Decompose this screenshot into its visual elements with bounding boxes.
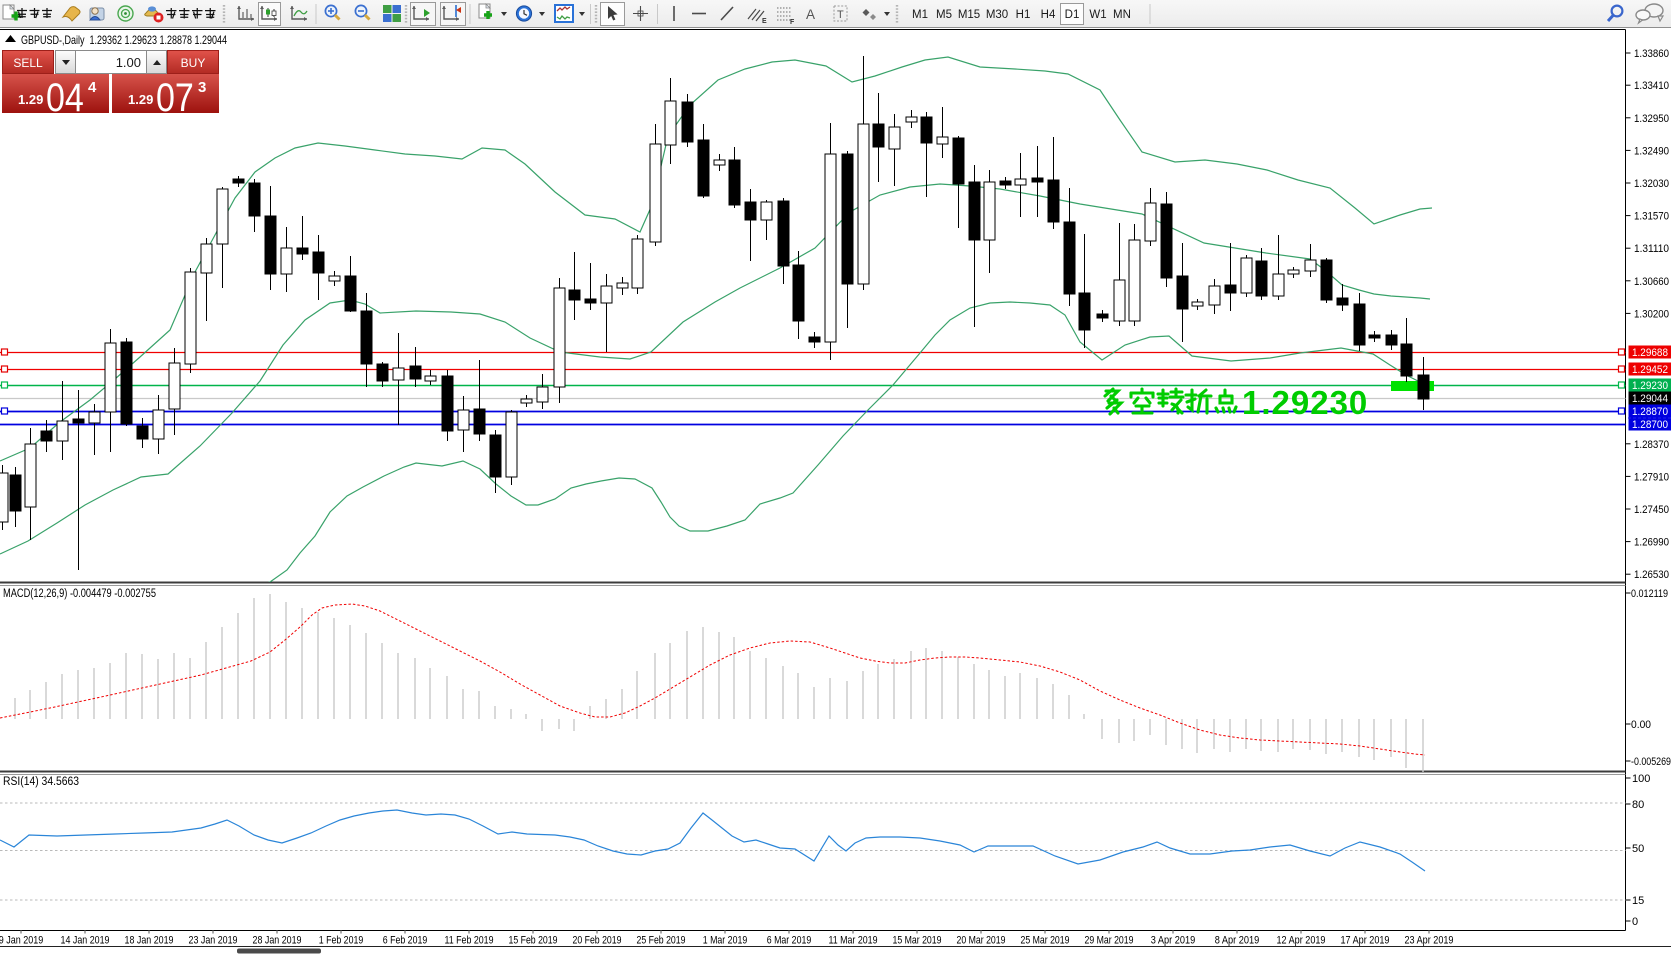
svg-text:1.26990: 1.26990 <box>1634 537 1669 549</box>
svg-text:-0.005269: -0.005269 <box>1631 756 1671 768</box>
svg-text:D1: D1 <box>1065 9 1080 21</box>
svg-text:6 Mar 2019: 6 Mar 2019 <box>767 935 812 947</box>
svg-text:0.00: 0.00 <box>1631 719 1651 731</box>
svg-text:23 Jan 2019: 23 Jan 2019 <box>189 935 238 947</box>
svg-text:0.012119: 0.012119 <box>1631 588 1668 600</box>
svg-text:1.33860: 1.33860 <box>1634 48 1669 60</box>
svg-text:1.33410: 1.33410 <box>1634 80 1669 92</box>
svg-text:H4: H4 <box>1041 9 1056 21</box>
svg-text:29 Mar 2019: 29 Mar 2019 <box>1085 935 1134 947</box>
svg-text:15 Feb 2019: 15 Feb 2019 <box>509 935 558 947</box>
svg-text:14 Jan 2019: 14 Jan 2019 <box>61 935 110 947</box>
svg-text:T: T <box>837 9 844 21</box>
svg-text:GBPUSD-,Daily 1.29362 1.29623: GBPUSD-,Daily 1.29362 1.29623 1.28878 1.… <box>21 33 227 47</box>
svg-text:1.30660: 1.30660 <box>1634 276 1669 288</box>
svg-text:100: 100 <box>1632 773 1650 785</box>
svg-text:11 Mar 2019: 11 Mar 2019 <box>829 935 878 947</box>
svg-text:1.27450: 1.27450 <box>1634 504 1669 516</box>
svg-text:50: 50 <box>1632 843 1644 855</box>
svg-text:1.29452: 1.29452 <box>1632 364 1668 376</box>
svg-text:1 Feb 2019: 1 Feb 2019 <box>319 935 364 947</box>
svg-text:80: 80 <box>1632 799 1644 811</box>
svg-text:11 Feb 2019: 11 Feb 2019 <box>445 935 494 947</box>
svg-text:1 Mar 2019: 1 Mar 2019 <box>703 935 748 947</box>
svg-text:1.31570: 1.31570 <box>1634 211 1669 223</box>
svg-text:A: A <box>806 7 815 22</box>
svg-text:15 Mar 2019: 15 Mar 2019 <box>893 935 942 947</box>
svg-text:1.32030: 1.32030 <box>1634 178 1669 190</box>
svg-text:F: F <box>790 19 795 26</box>
svg-text:20 Feb 2019: 20 Feb 2019 <box>573 935 622 947</box>
svg-text:1.29044: 1.29044 <box>1632 393 1668 405</box>
svg-text:M15: M15 <box>958 9 980 21</box>
svg-text:28 Jan 2019: 28 Jan 2019 <box>253 935 302 947</box>
svg-text:20 Mar 2019: 20 Mar 2019 <box>957 935 1006 947</box>
svg-text:3 Apr 2019: 3 Apr 2019 <box>1151 935 1196 947</box>
svg-text:6 Feb 2019: 6 Feb 2019 <box>383 935 428 947</box>
svg-text:MACD(12,26,9) -0.004479 -0.002: MACD(12,26,9) -0.004479 -0.002755 <box>3 588 156 600</box>
svg-text:M1: M1 <box>912 9 928 21</box>
svg-text:23 Apr 2019: 23 Apr 2019 <box>1405 935 1454 947</box>
svg-text:25 Feb 2019: 25 Feb 2019 <box>637 935 686 947</box>
svg-text:W1: W1 <box>1089 9 1106 21</box>
svg-text:1.31110: 1.31110 <box>1634 243 1669 255</box>
svg-text:E: E <box>762 18 767 25</box>
svg-text:8 Apr 2019: 8 Apr 2019 <box>1215 935 1260 947</box>
svg-text:1.27910: 1.27910 <box>1634 471 1669 483</box>
svg-text:12 Apr 2019: 12 Apr 2019 <box>1277 935 1326 947</box>
svg-text:1.32950: 1.32950 <box>1634 113 1669 125</box>
svg-text:1.28700: 1.28700 <box>1632 419 1668 431</box>
svg-text:1.28370: 1.28370 <box>1634 439 1669 451</box>
svg-text:RSI(14) 34.5663: RSI(14) 34.5663 <box>3 776 79 788</box>
svg-text:1.28870: 1.28870 <box>1632 406 1668 418</box>
svg-text:17 Apr 2019: 17 Apr 2019 <box>1341 935 1390 947</box>
svg-text:1.32490: 1.32490 <box>1634 145 1669 157</box>
svg-text:25 Mar 2019: 25 Mar 2019 <box>1021 935 1070 947</box>
svg-text:MN: MN <box>1113 9 1131 21</box>
svg-text:0: 0 <box>1632 916 1638 928</box>
svg-text:M5: M5 <box>936 9 952 21</box>
svg-text:18 Jan 2019: 18 Jan 2019 <box>125 935 174 947</box>
svg-text:1.30200: 1.30200 <box>1634 308 1669 320</box>
svg-text:15: 15 <box>1632 895 1644 907</box>
svg-text:1.29230: 1.29230 <box>1242 384 1368 421</box>
svg-text:H1: H1 <box>1016 9 1031 21</box>
svg-text:1.29230: 1.29230 <box>1632 380 1668 392</box>
svg-text:M30: M30 <box>986 9 1008 21</box>
svg-text:1.26530: 1.26530 <box>1634 569 1669 581</box>
svg-text:1.29688: 1.29688 <box>1632 347 1668 359</box>
svg-text:9 Jan 2019: 9 Jan 2019 <box>0 935 43 947</box>
